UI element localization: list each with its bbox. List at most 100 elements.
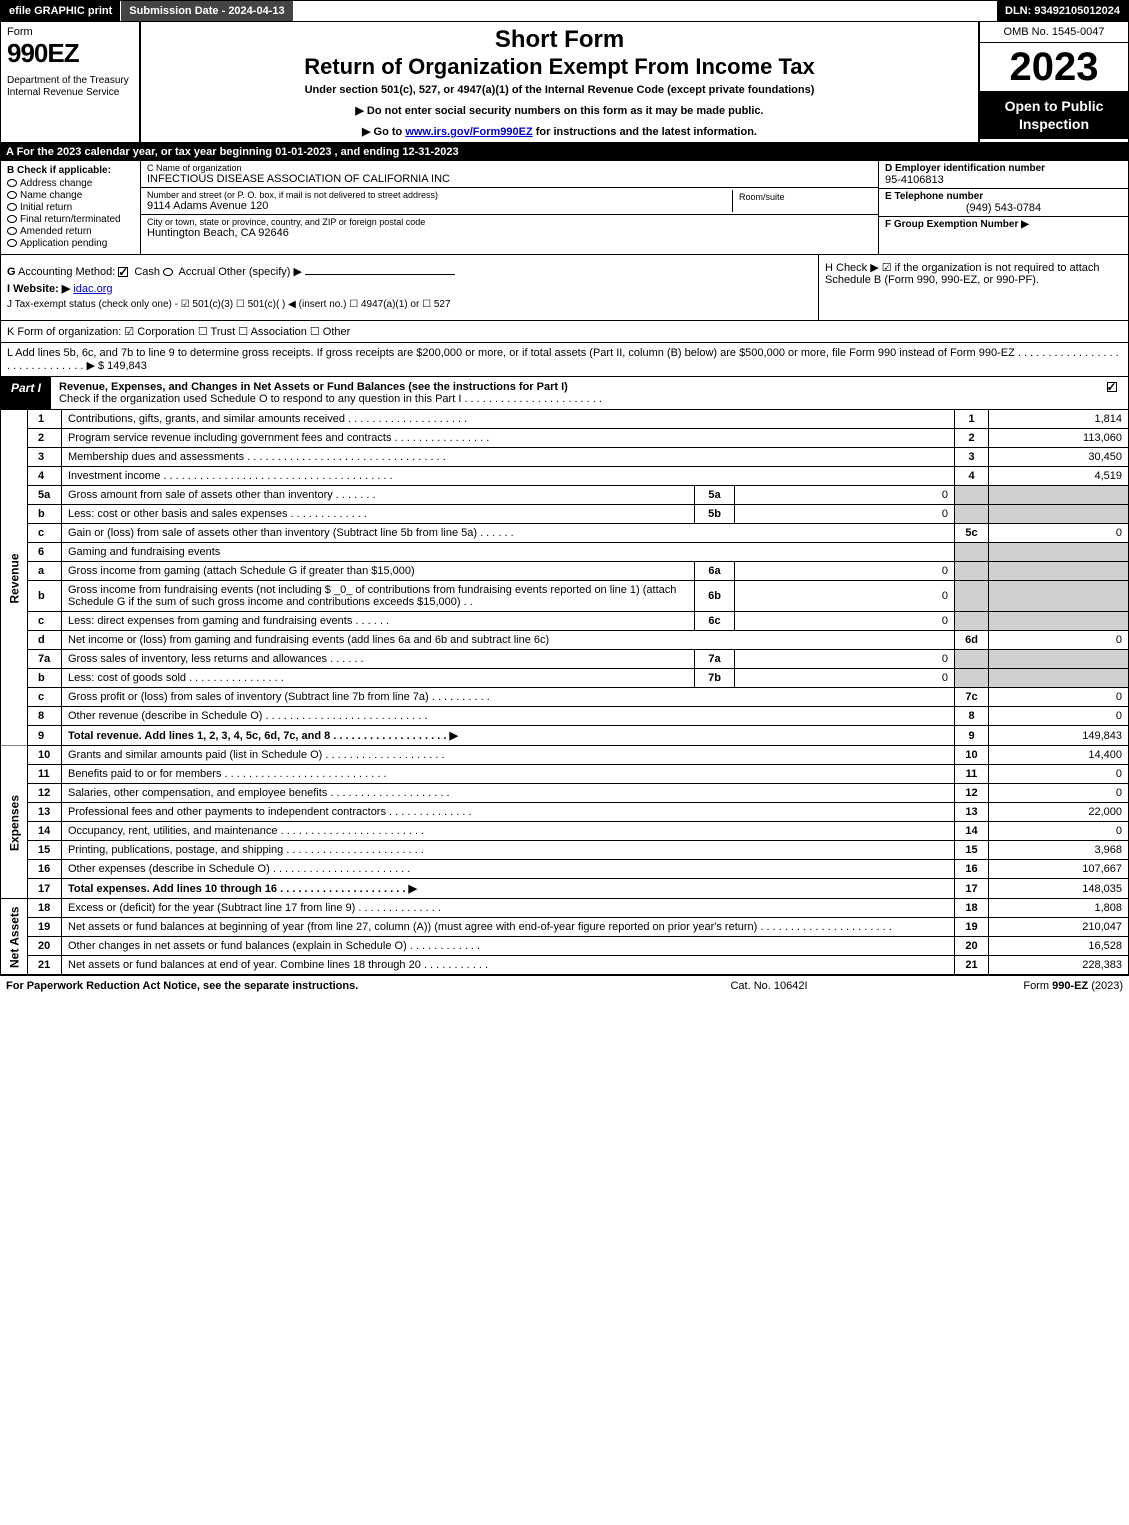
open-inspection: Open to Public Inspection (980, 91, 1128, 139)
f-lbl: F Group Exemption Number ▶ (885, 219, 1122, 230)
dln-label: DLN: 93492105012024 (997, 1, 1128, 21)
j-taxexempt: J Tax-exempt status (check only one) - ☑… (7, 299, 812, 310)
header-right: OMB No. 1545-0047 2023 Open to Public In… (978, 22, 1128, 142)
website-link[interactable]: idac.org (73, 283, 112, 295)
chk-accrual[interactable] (163, 268, 173, 276)
g-accounting: G Accounting Method: Cash Accrual Other … (7, 265, 812, 278)
page-footer: For Paperwork Reduction Act Notice, see … (0, 975, 1129, 996)
line-13: 13 Professional fees and other payments … (1, 803, 1129, 822)
chk-final[interactable]: Final return/terminated (7, 214, 134, 225)
c-name-lbl: C Name of organization (147, 163, 872, 173)
goto-note: ▶ Go to www.irs.gov/Form990EZ for instru… (149, 125, 970, 138)
line-21: 21 Net assets or fund balances at end of… (1, 956, 1129, 975)
line-4: 4 Investment income . . . . . . . . . . … (1, 467, 1129, 486)
row-a-taxyear: A For the 2023 calendar year, or tax yea… (0, 143, 1129, 161)
c-street-row: Number and street (or P. O. box, if mail… (141, 188, 878, 215)
c-city-row: City or town, state or province, country… (141, 215, 878, 241)
col-c: C Name of organization INFECTIOUS DISEAS… (141, 161, 878, 254)
org-street: 9114 Adams Avenue 120 (147, 200, 732, 212)
dept-label: Department of the Treasury Internal Reve… (7, 75, 133, 99)
short-form-title: Short Form (149, 26, 970, 54)
org-name: INFECTIOUS DISEASE ASSOCIATION OF CALIFO… (147, 173, 872, 185)
side-revenue: Revenue (1, 410, 28, 746)
line-6a: a Gross income from gaming (attach Sched… (1, 562, 1129, 581)
d-lbl: D Employer identification number (885, 163, 1122, 174)
line-6d: d Net income or (loss) from gaming and f… (1, 631, 1129, 650)
h-check: H Check ▶ ☑ if the organization is not r… (818, 255, 1128, 320)
line-3: 3 Membership dues and assessments . . . … (1, 448, 1129, 467)
line-12: 12 Salaries, other compensation, and emp… (1, 784, 1129, 803)
phone-value: (949) 543-0784 (885, 202, 1122, 214)
line-18: Net Assets 18 Excess or (deficit) for th… (1, 899, 1129, 918)
efile-print-label[interactable]: efile GRAPHIC print (1, 1, 120, 21)
side-netassets: Net Assets (1, 899, 28, 975)
form-header: Form 990EZ Department of the Treasury In… (0, 22, 1129, 143)
line-5a: 5a Gross amount from sale of assets othe… (1, 486, 1129, 505)
under-section: Under section 501(c), 527, or 4947(a)(1)… (149, 84, 970, 96)
header-mid: Short Form Return of Organization Exempt… (141, 22, 978, 142)
omb-number: OMB No. 1545-0047 (980, 22, 1128, 43)
col-def: D Employer identification number 95-4106… (878, 161, 1128, 254)
part1-tab: Part I (1, 377, 51, 409)
tax-year: 2023 (980, 43, 1128, 91)
b-label: B Check if applicable: (7, 165, 134, 176)
line-6c: c Less: direct expenses from gaming and … (1, 612, 1129, 631)
line-10: Expenses 10 Grants and similar amounts p… (1, 746, 1129, 765)
line-6b: b Gross income from fundraising events (… (1, 581, 1129, 612)
org-city: Huntington Beach, CA 92646 (147, 227, 872, 239)
top-bar: efile GRAPHIC print Submission Date - 20… (0, 0, 1129, 22)
c-city-lbl: City or town, state or province, country… (147, 217, 872, 227)
d-ein: D Employer identification number 95-4106… (879, 161, 1128, 189)
col-b: B Check if applicable: Address change Na… (1, 161, 141, 254)
room-suite: Room/suite (732, 190, 872, 212)
line-7b: b Less: cost of goods sold . . . . . . .… (1, 669, 1129, 688)
irs-link[interactable]: www.irs.gov/Form990EZ (405, 126, 532, 138)
f-group: F Group Exemption Number ▶ (879, 217, 1128, 232)
footer-left: For Paperwork Reduction Act Notice, see … (6, 980, 515, 992)
side-expenses: Expenses (1, 746, 28, 899)
line-17: 17 Total expenses. Add lines 10 through … (1, 879, 1129, 899)
footer-right: Form 990-EZ (2023) (1023, 980, 1123, 992)
submission-date: Submission Date - 2024-04-13 (120, 1, 292, 21)
e-phone: E Telephone number (949) 543-0784 (879, 189, 1128, 217)
line-14: 14 Occupancy, rent, utilities, and maint… (1, 822, 1129, 841)
part1-sub: Check if the organization used Schedule … (59, 393, 602, 405)
line-7a: 7a Gross sales of inventory, less return… (1, 650, 1129, 669)
chk-cash[interactable] (118, 267, 128, 277)
main-title: Return of Organization Exempt From Incom… (149, 54, 970, 80)
chk-pending[interactable]: Application pending (7, 238, 134, 249)
line-2: 2 Program service revenue including gove… (1, 429, 1129, 448)
goto-post: for instructions and the latest informat… (533, 126, 757, 138)
goto-pre: ▶ Go to (362, 126, 405, 138)
room-lbl: Room/suite (739, 192, 866, 202)
line-19: 19 Net assets or fund balances at beginn… (1, 918, 1129, 937)
part1-header: Part I Revenue, Expenses, and Changes in… (0, 377, 1129, 410)
line-1: Revenue 1 Contributions, gifts, grants, … (1, 410, 1129, 429)
row-k: K Form of organization: ☑ Corporation ☐ … (0, 321, 1129, 343)
line-16: 16 Other expenses (describe in Schedule … (1, 860, 1129, 879)
section-bcdef: B Check if applicable: Address change Na… (0, 161, 1129, 255)
line-6: 6 Gaming and fundraising events (1, 543, 1129, 562)
row-l: L Add lines 5b, 6c, and 7b to line 9 to … (0, 343, 1129, 377)
section-ghij: G Accounting Method: Cash Accrual Other … (0, 255, 1129, 321)
chk-amended[interactable]: Amended return (7, 226, 134, 237)
line-8: 8 Other revenue (describe in Schedule O)… (1, 707, 1129, 726)
footer-mid: Cat. No. 10642I (515, 980, 1024, 992)
line-20: 20 Other changes in net assets or fund b… (1, 937, 1129, 956)
line-9: 9 Total revenue. Add lines 1, 2, 3, 4, 5… (1, 726, 1129, 746)
c-street-lbl: Number and street (or P. O. box, if mail… (147, 190, 732, 200)
line-11: 11 Benefits paid to or for members . . .… (1, 765, 1129, 784)
line-5c: c Gain or (loss) from sale of assets oth… (1, 524, 1129, 543)
line-7c: c Gross profit or (loss) from sales of i… (1, 688, 1129, 707)
chk-name[interactable]: Name change (7, 190, 134, 201)
line-15: 15 Printing, publications, postage, and … (1, 841, 1129, 860)
e-lbl: E Telephone number (885, 191, 1122, 202)
part1-table: Revenue 1 Contributions, gifts, grants, … (0, 410, 1129, 975)
chk-address[interactable]: Address change (7, 178, 134, 189)
ssn-warning: ▶ Do not enter social security numbers o… (149, 104, 970, 117)
header-left: Form 990EZ Department of the Treasury In… (1, 22, 141, 142)
chk-initial[interactable]: Initial return (7, 202, 134, 213)
form-label: Form (7, 26, 133, 38)
part1-chk[interactable] (1098, 377, 1128, 409)
gh-left: G Accounting Method: Cash Accrual Other … (1, 255, 818, 320)
